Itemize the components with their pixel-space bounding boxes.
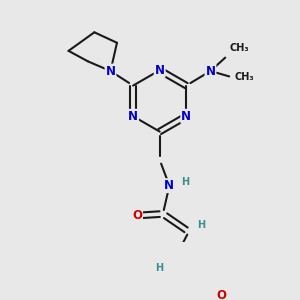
Text: H: H bbox=[197, 220, 205, 230]
Text: H: H bbox=[155, 263, 163, 273]
Text: N: N bbox=[206, 64, 215, 77]
Text: H: H bbox=[181, 177, 189, 188]
Text: O: O bbox=[216, 290, 226, 300]
Text: O: O bbox=[132, 209, 142, 222]
Text: N: N bbox=[181, 110, 191, 123]
Text: CH₃: CH₃ bbox=[230, 43, 250, 53]
Text: N: N bbox=[106, 64, 116, 77]
Text: CH₃: CH₃ bbox=[235, 73, 254, 82]
Text: N: N bbox=[128, 110, 138, 123]
Text: N: N bbox=[164, 179, 174, 192]
Text: N: N bbox=[155, 64, 165, 77]
